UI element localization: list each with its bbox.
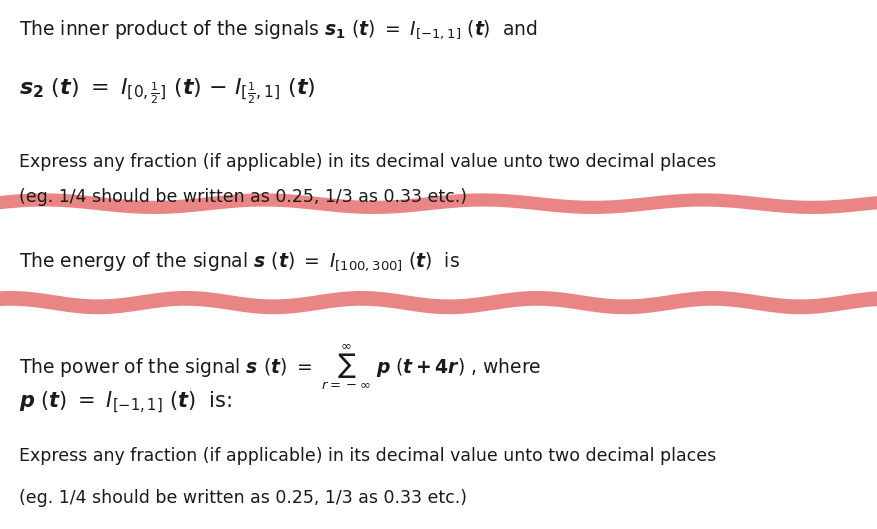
Text: The inner product of the signals $\boldsymbol{s}_\mathbf{1}$ $(\boldsymbol{t})$ : The inner product of the signals $\bolds… — [19, 19, 538, 41]
Text: Express any fraction (if applicable) in its decimal value unto two decimal place: Express any fraction (if applicable) in … — [19, 447, 716, 465]
Text: The power of the signal $\boldsymbol{s}$ $(\boldsymbol{t})$ $=$ $\sum_{r=-\infty: The power of the signal $\boldsymbol{s}$… — [19, 341, 541, 392]
Text: Express any fraction (if applicable) in its decimal value unto two decimal place: Express any fraction (if applicable) in … — [19, 153, 716, 171]
Text: The energy of the signal $\boldsymbol{s}$ $(\boldsymbol{t})$ $=$ $I_{[100,300]}$: The energy of the signal $\boldsymbol{s}… — [19, 251, 460, 273]
Text: $\boldsymbol{s}_\mathbf{2}$ $(\boldsymbol{t})$ $=$ $I_{[0,\frac{1}{2}]}$ $(\bold: $\boldsymbol{s}_\mathbf{2}$ $(\boldsymbo… — [19, 77, 316, 106]
Text: (eg. 1/4 should be written as 0.25, 1/3 as 0.33 etc.): (eg. 1/4 should be written as 0.25, 1/3 … — [19, 188, 467, 206]
Text: $\boldsymbol{p}$ $(\boldsymbol{t})$ $=$ $I_{[-1,1]}$ $(\boldsymbol{t})$  is:: $\boldsymbol{p}$ $(\boldsymbol{t})$ $=$ … — [19, 389, 232, 415]
Text: (eg. 1/4 should be written as 0.25, 1/3 as 0.33 etc.): (eg. 1/4 should be written as 0.25, 1/3 … — [19, 489, 467, 507]
